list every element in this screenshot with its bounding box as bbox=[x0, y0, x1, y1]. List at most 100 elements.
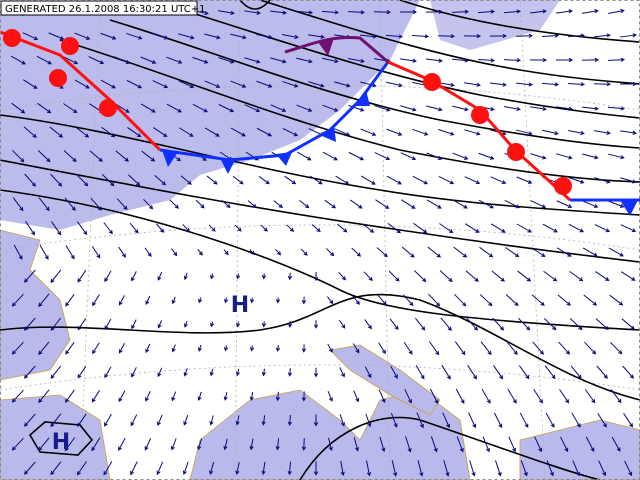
wind-arrow bbox=[287, 368, 293, 377]
wind-arrow bbox=[157, 367, 163, 378]
wind-arrow bbox=[116, 198, 128, 211]
wind-arrow bbox=[442, 412, 451, 429]
wind-arrow bbox=[608, 247, 624, 257]
wind-arrow bbox=[89, 150, 103, 162]
adriatic bbox=[329, 344, 441, 416]
warm-front-symbols bbox=[3, 29, 572, 195]
wind-arrow bbox=[426, 152, 443, 160]
wind-arrow bbox=[451, 9, 470, 14]
wind-arrow bbox=[505, 247, 520, 258]
wind-arrow bbox=[145, 343, 151, 354]
cold-symbol bbox=[162, 150, 178, 167]
wind-arrow bbox=[558, 341, 571, 355]
wind-arrow bbox=[494, 460, 502, 477]
wind-arrow bbox=[440, 317, 452, 331]
wind-arrow bbox=[230, 80, 247, 88]
wind-arrow bbox=[282, 80, 299, 88]
parallel bbox=[0, 364, 640, 391]
wind-arrow bbox=[520, 460, 528, 477]
wind-arrow bbox=[619, 81, 638, 87]
wind-arrow bbox=[157, 414, 163, 427]
wind-arrow bbox=[400, 152, 417, 161]
isobar bbox=[59, 39, 640, 183]
wind-arrow bbox=[624, 460, 633, 477]
wind-arrow bbox=[91, 437, 101, 452]
wind-arrow bbox=[516, 176, 533, 184]
wind-arrow bbox=[299, 200, 310, 209]
wind-arrow bbox=[249, 391, 254, 401]
wind-arrow bbox=[452, 152, 469, 160]
wind-arrow bbox=[378, 342, 386, 355]
wind-arrow bbox=[360, 128, 377, 136]
wind-arrow bbox=[64, 197, 76, 211]
wind-arrow bbox=[261, 461, 266, 476]
wind-arrow bbox=[308, 81, 325, 88]
wind-arrow bbox=[126, 32, 143, 40]
wind-arrow bbox=[235, 368, 240, 377]
wind-arrow bbox=[583, 294, 598, 306]
wind-arrow bbox=[103, 222, 113, 235]
wind-arrow bbox=[275, 344, 281, 353]
wind-arrow bbox=[542, 129, 559, 136]
wind-arrow bbox=[118, 246, 126, 258]
wind-arrow bbox=[545, 412, 555, 428]
wind-arrow bbox=[118, 437, 126, 451]
wind-arrow bbox=[88, 56, 105, 65]
wind-arrow bbox=[376, 247, 388, 258]
wind-arrow bbox=[610, 389, 622, 404]
wind-arrow bbox=[287, 461, 292, 476]
wind-arrow bbox=[594, 224, 611, 233]
wind-arrow bbox=[425, 58, 443, 63]
wind-arrow bbox=[140, 103, 156, 113]
wind-arrow bbox=[131, 367, 137, 378]
wind-arrow bbox=[301, 391, 307, 402]
wind-arrow bbox=[427, 246, 442, 258]
wind-arrow bbox=[76, 221, 88, 236]
wind-arrow bbox=[364, 366, 372, 379]
wind-arrow bbox=[145, 390, 151, 402]
wind-arrow bbox=[582, 247, 598, 257]
wind-arrow bbox=[503, 9, 522, 14]
wind-arrow bbox=[218, 57, 235, 64]
wind-arrow bbox=[308, 34, 325, 39]
wind-arrow bbox=[104, 366, 112, 379]
wind-arrow bbox=[39, 244, 49, 260]
wind-arrow bbox=[197, 248, 203, 256]
warm-symbol bbox=[471, 106, 489, 124]
wind-arrow bbox=[270, 104, 287, 112]
wind-arrow bbox=[50, 173, 63, 187]
wind-arrow bbox=[198, 297, 203, 304]
wind-arrow bbox=[556, 153, 573, 160]
wind-arrow bbox=[477, 9, 496, 14]
wind-arrow bbox=[608, 153, 625, 160]
wind-arrow bbox=[24, 317, 36, 331]
wind-arrow bbox=[454, 293, 467, 307]
wind-arrow bbox=[12, 197, 24, 212]
wind-arrow bbox=[609, 294, 624, 306]
wind-arrow bbox=[25, 221, 35, 236]
cold-symbol bbox=[276, 152, 292, 166]
wind-arrow bbox=[321, 10, 340, 15]
wind-arrow bbox=[24, 269, 36, 283]
wind-arrow bbox=[118, 343, 125, 354]
wind-arrow bbox=[297, 151, 312, 161]
wind-arrow bbox=[249, 345, 255, 352]
wind-arrow bbox=[529, 57, 548, 63]
wind-arrow bbox=[429, 388, 439, 405]
wind-arrow bbox=[544, 365, 556, 380]
wind-arrow bbox=[223, 438, 228, 451]
wind-arrow bbox=[24, 461, 36, 475]
wind-arrow bbox=[491, 270, 505, 282]
wind-arrow bbox=[490, 82, 507, 87]
wind-arrow bbox=[145, 295, 151, 305]
wind-arrow bbox=[50, 269, 62, 284]
wind-arrow bbox=[493, 365, 504, 380]
wind-arrow bbox=[443, 460, 450, 477]
wind-arrow bbox=[273, 200, 284, 209]
wind-arrow bbox=[171, 296, 176, 305]
wind-arrow bbox=[115, 150, 129, 162]
wind-arrow bbox=[50, 461, 62, 476]
wind-arrow bbox=[309, 175, 323, 185]
wind-arrow bbox=[597, 412, 607, 428]
